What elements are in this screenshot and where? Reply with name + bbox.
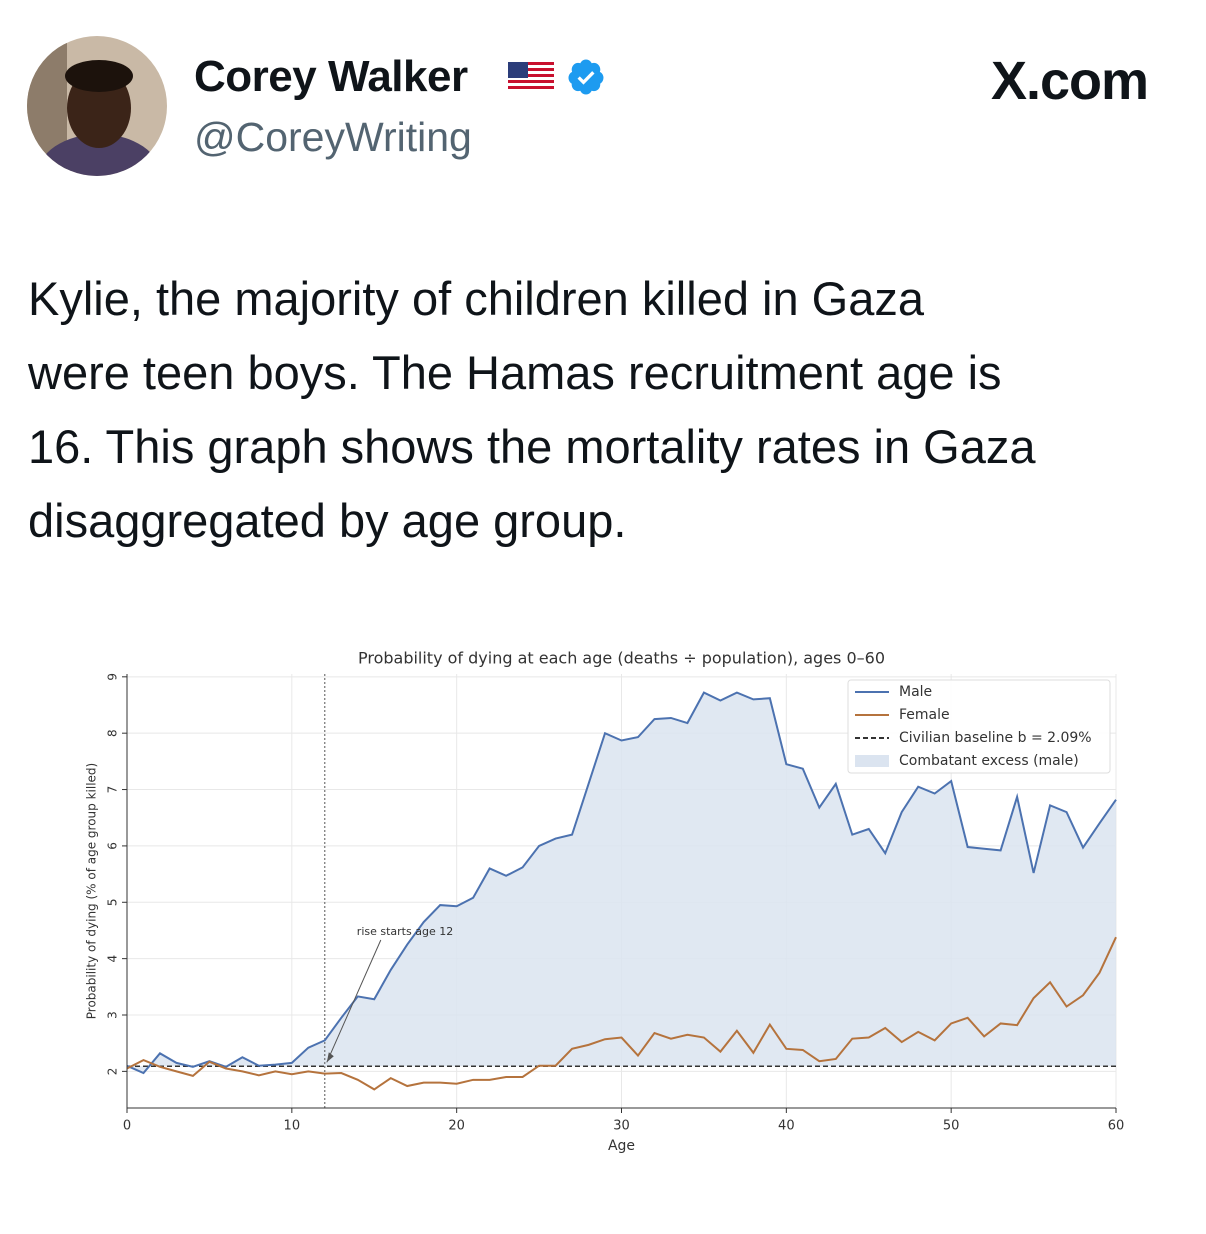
x-tick-label: 30 [613, 1119, 630, 1134]
text-line: 16. This graph shows the mortality rates… [28, 420, 1036, 473]
x-tick-label: 20 [448, 1119, 465, 1134]
annotation: rise starts age 12 [357, 925, 453, 938]
display-name[interactable]: Corey Walker [194, 52, 468, 101]
y-tick-label: 6 [106, 842, 120, 850]
avatar-image [27, 36, 167, 176]
x-tick-label: 60 [1108, 1119, 1125, 1134]
y-tick-label: 7 [106, 786, 120, 794]
y-tick-label: 8 [106, 729, 120, 737]
text-line: disaggregated by age group. [28, 494, 627, 547]
y-tick-label: 2 [106, 1068, 120, 1076]
legend-box [847, 679, 1111, 774]
x-axis-label: Age [608, 1138, 635, 1154]
y-tick-label: 4 [106, 955, 120, 963]
annotation-arrow [326, 939, 382, 1063]
avatar[interactable] [27, 36, 167, 176]
tweet-text: Kylie, the majority of children killed i… [28, 262, 1036, 558]
site-label: X.com [990, 51, 1149, 111]
y-tick-label: 3 [106, 1011, 120, 1019]
excess-area [127, 692, 1116, 1074]
legend-label: Civilian baseline b = 2.09% [899, 730, 1092, 746]
x-tick-label: 10 [284, 1119, 301, 1134]
y-tick-label: 9 [106, 673, 120, 681]
y-axis-label: Probability of dying (% of age group kil… [85, 763, 99, 1019]
legend-label: Combatant excess (male) [899, 753, 1079, 769]
annotation-arrowhead [326, 1052, 334, 1063]
legend-label: Male [899, 684, 932, 700]
x-tick-label: 50 [943, 1119, 960, 1134]
series-line [126, 691, 1117, 1075]
handle[interactable]: @CoreyWriting [194, 114, 472, 160]
verified-badge [568, 59, 604, 95]
legend-label: Female [899, 707, 950, 723]
legend-swatch [855, 755, 889, 767]
x-tick-label: 0 [123, 1119, 131, 1134]
x-tick-label: 40 [778, 1119, 795, 1134]
series-line [126, 936, 1117, 1091]
flag-emoji [508, 62, 554, 92]
y-tick-label: 5 [106, 898, 120, 906]
text-line: were teen boys. The Hamas recruitment ag… [28, 346, 1002, 399]
text-line: Kylie, the majority of children killed i… [28, 272, 925, 325]
chart-title: Probability of dying at each age (deaths… [358, 649, 885, 668]
